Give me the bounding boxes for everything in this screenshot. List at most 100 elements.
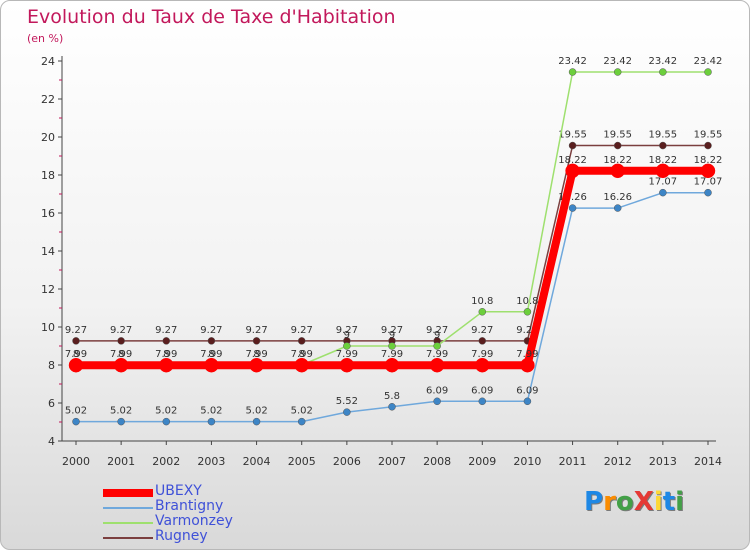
x-tick-label: 2012	[604, 455, 632, 468]
data-label-rugney: 9.27	[245, 325, 267, 336]
y-tick-label: 18	[41, 169, 55, 182]
data-label-rugney: 19.55	[603, 130, 632, 141]
x-tick-label: 2011	[559, 455, 587, 468]
data-label-ubexy: 7.99	[336, 349, 358, 360]
data-label-ubexy: 7.99	[516, 349, 538, 360]
data-label-rugney: 9.27	[516, 325, 538, 336]
data-label-brantigny: 5.02	[200, 406, 222, 417]
data-label-varmonzey: 8	[253, 349, 259, 360]
x-tick-label: 2009	[468, 455, 496, 468]
data-point-varmonzey	[704, 68, 712, 76]
y-tick-label: 16	[41, 207, 55, 220]
legend-label: Rugney	[155, 528, 208, 544]
legend-label: Varmonzey	[155, 513, 233, 529]
data-label-rugney: 19.55	[558, 130, 587, 141]
data-label-varmonzey: 23.42	[649, 56, 678, 67]
data-point-rugney	[704, 141, 712, 150]
x-tick-label: 2000	[62, 455, 90, 468]
data-label-brantigny: 6.09	[471, 385, 493, 396]
x-tick-label: 2014	[694, 455, 722, 468]
data-point-ubexy	[700, 163, 716, 179]
data-point-ubexy	[339, 357, 355, 373]
x-tick-label: 2007	[378, 455, 406, 468]
y-tick-label: 8	[48, 359, 55, 372]
data-label-brantigny: 5.02	[291, 406, 313, 417]
data-label-varmonzey: 9	[389, 330, 395, 341]
x-tick-label: 2008	[423, 455, 451, 468]
data-label-ubexy: 18.22	[694, 155, 723, 166]
data-label-brantigny: 5.52	[336, 396, 358, 407]
data-point-varmonzey	[523, 308, 532, 316]
data-label-rugney: 9.27	[110, 325, 132, 336]
data-point-ubexy	[204, 357, 219, 373]
y-tick-label: 22	[41, 93, 55, 106]
data-point-ubexy	[655, 163, 671, 179]
data-label-ubexy: 7.99	[245, 349, 267, 360]
data-point-varmonzey	[478, 308, 487, 316]
data-point-brantigny	[433, 397, 441, 406]
series-line-brantigny	[76, 191, 708, 423]
data-label-brantigny: 5.02	[155, 406, 177, 417]
data-label-varmonzey: 10.8	[516, 296, 538, 307]
data-point-rugney	[613, 141, 622, 150]
data-label-varmonzey: 9	[344, 330, 350, 341]
data-point-brantigny	[659, 188, 667, 197]
data-point-rugney	[568, 141, 577, 150]
logo-letter: X	[633, 487, 654, 517]
logo-letter: o	[615, 487, 634, 517]
data-point-ubexy	[475, 357, 490, 373]
data-point-varmonzey	[343, 342, 351, 350]
data-point-varmonzey	[613, 68, 622, 76]
data-point-brantigny	[207, 417, 216, 426]
data-label-ubexy: 18.22	[649, 155, 678, 166]
data-label-rugney: 9.27	[426, 325, 448, 336]
data-label-brantigny: 5.02	[110, 406, 132, 417]
legend-label: UBEXY	[155, 483, 202, 499]
proxiti-logo: ProXiti	[584, 487, 684, 517]
data-label-rugney: 9.27	[381, 325, 403, 336]
data-point-brantigny	[523, 397, 532, 406]
data-label-rugney: 9.27	[65, 325, 87, 336]
data-label-brantigny: 6.09	[426, 385, 448, 396]
data-label-brantigny: 5.02	[245, 406, 267, 417]
data-label-rugney: 9.27	[200, 325, 222, 336]
data-label-brantigny: 17.07	[649, 177, 678, 188]
data-point-ubexy	[384, 357, 400, 373]
logo-letter: t	[662, 487, 676, 517]
data-point-varmonzey	[568, 68, 577, 76]
data-label-brantigny: 5.02	[65, 406, 87, 417]
data-point-brantigny	[117, 417, 125, 426]
legend-label: Brantigny	[155, 498, 224, 514]
data-label-brantigny: 16.26	[558, 192, 587, 203]
y-tick-label: 12	[41, 283, 55, 296]
data-point-rugney	[72, 337, 80, 345]
chart-title: Evolution du Taux de Taxe d'Habitation	[27, 6, 396, 28]
data-label-rugney: 9.27	[336, 325, 358, 336]
data-point-ubexy	[610, 163, 625, 179]
data-point-rugney	[297, 337, 306, 345]
data-label-varmonzey: 8	[163, 349, 169, 360]
x-tick-label: 2001	[107, 455, 135, 468]
data-point-brantigny	[568, 204, 577, 212]
data-label-varmonzey: 23.42	[603, 56, 632, 67]
x-tick-label: 2005	[288, 455, 316, 468]
data-label-rugney: 19.55	[694, 130, 723, 141]
data-label-ubexy: 18.22	[603, 155, 632, 166]
data-label-rugney: 19.55	[649, 130, 678, 141]
data-point-brantigny	[72, 417, 80, 426]
data-label-varmonzey: 23.42	[558, 56, 587, 67]
data-label-varmonzey: 8	[73, 349, 79, 360]
data-label-varmonzey: 23.42	[694, 56, 723, 67]
y-tick-label: 24	[41, 55, 55, 68]
data-point-ubexy	[113, 357, 129, 373]
data-label-ubexy: 7.99	[381, 349, 403, 360]
data-label-ubexy: 7.99	[200, 349, 222, 360]
x-tick-label: 2003	[197, 455, 225, 468]
data-label-rugney: 9.27	[471, 325, 493, 336]
data-point-brantigny	[343, 408, 351, 416]
data-label-varmonzey: 8	[299, 349, 305, 360]
y-tick-label: 10	[41, 321, 55, 334]
data-point-ubexy	[294, 357, 309, 373]
